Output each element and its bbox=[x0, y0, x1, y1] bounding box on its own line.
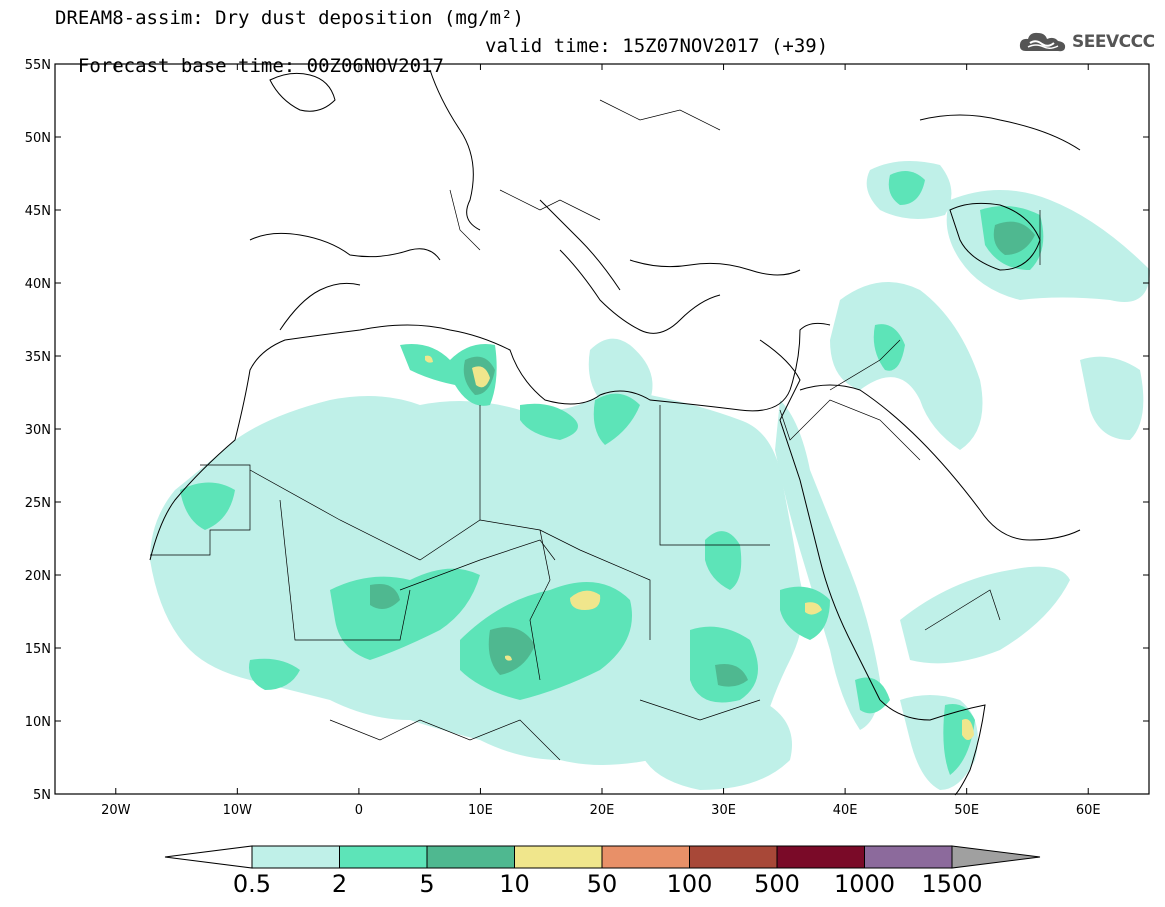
deposition-area-georgia bbox=[888, 171, 925, 205]
deposition-area-iran bbox=[1080, 356, 1144, 440]
deposition-area-caspian bbox=[946, 190, 1150, 302]
colorbar-high-arrow bbox=[951, 845, 1041, 869]
colorbar-segment bbox=[251, 845, 340, 869]
lat-tick-label: 10N bbox=[25, 715, 51, 730]
deposition-hotspot-algeria bbox=[425, 355, 433, 363]
valid-time: valid time: 15Z07NOV2017 (+39) bbox=[485, 35, 829, 57]
latitude-axis: 55N 50N 45N 40N 35N 30N 25N 20N 15N 10N 5N bbox=[25, 58, 1149, 803]
colorbar-segment bbox=[864, 845, 953, 869]
colorbar-low-arrow bbox=[164, 845, 253, 869]
deposition-hotspot-eritrea bbox=[805, 602, 822, 615]
colorbar-segment bbox=[601, 845, 690, 869]
colorbar-label: 10 bbox=[499, 870, 530, 898]
lat-tick-label: 5N bbox=[33, 788, 51, 803]
seevccc-logo: SEEVCCC bbox=[1018, 28, 1155, 56]
colorbar-segment bbox=[514, 845, 603, 869]
longitude-axis: 20W 10W 0 10E 20E 30E 40E 50E 60E bbox=[101, 64, 1101, 818]
colorbar-segment bbox=[426, 845, 515, 869]
lon-tick-label: 50E bbox=[954, 803, 979, 818]
colorbar-label: 500 bbox=[754, 870, 800, 898]
coastlines bbox=[149, 69, 1081, 796]
map-subtitle: Forecast base time: 00Z06NOV2017 valid ti… bbox=[55, 36, 828, 77]
logo-text: SEEVCCC bbox=[1072, 32, 1155, 52]
lon-tick-label: 20E bbox=[590, 803, 615, 818]
deposition-area-libya-coast bbox=[520, 403, 578, 440]
colorbar-segment bbox=[339, 845, 428, 869]
deposition-area-sudan-core bbox=[715, 664, 748, 687]
lon-tick-label: 40E bbox=[833, 803, 858, 818]
lon-tick-label: 60E bbox=[1076, 803, 1101, 818]
deposition-area-western-sahara bbox=[180, 482, 235, 530]
map-title: DREAM8-assim: Dry dust deposition (mg/m²… bbox=[55, 7, 524, 29]
lat-tick-label: 25N bbox=[25, 496, 51, 511]
deposition-area-chad-core bbox=[488, 627, 535, 675]
lat-tick-label: 30N bbox=[25, 423, 51, 438]
lat-tick-label: 40N bbox=[25, 277, 51, 292]
lon-tick-label: 10W bbox=[223, 803, 253, 818]
deposition-hotspot-chad-south bbox=[505, 655, 512, 661]
cloud-logo-icon bbox=[1019, 32, 1066, 52]
deposition-area-iraq bbox=[873, 324, 905, 371]
deposition-area-eritrea bbox=[780, 586, 830, 640]
colorbar-label: 1000 bbox=[834, 870, 895, 898]
forecast-base-time: Forecast base time: 00Z06NOV2017 bbox=[77, 55, 444, 77]
colorbar: 0.5 2 5 10 50 100 500 1000 1500 bbox=[164, 845, 1041, 898]
deposition-area-sudan-north bbox=[705, 531, 742, 590]
deposition-area-niger bbox=[370, 584, 400, 609]
lat-tick-label: 45N bbox=[25, 204, 51, 219]
deposition-field bbox=[150, 161, 1150, 790]
deposition-hotspot-tunisia bbox=[472, 366, 490, 388]
lat-tick-label: 50N bbox=[25, 131, 51, 146]
colorbar-label: 5 bbox=[419, 870, 434, 898]
lat-tick-label: 15N bbox=[25, 642, 51, 657]
lat-tick-label: 20N bbox=[25, 569, 51, 584]
lat-tick-label: 35N bbox=[25, 350, 51, 365]
colorbar-segment bbox=[689, 845, 778, 869]
colorbar-label: 100 bbox=[667, 870, 713, 898]
deposition-area-arabia bbox=[900, 566, 1070, 664]
lon-tick-label: 20W bbox=[101, 803, 131, 818]
deposition-hotspot-somalia bbox=[962, 719, 974, 740]
colorbar-label: 0.5 bbox=[233, 870, 271, 898]
deposition-area-djibouti bbox=[855, 677, 890, 714]
deposition-area-senegal bbox=[249, 658, 300, 690]
deposition-area-caspian-core bbox=[993, 221, 1035, 255]
lat-tick-label: 55N bbox=[25, 58, 51, 73]
lon-tick-label: 30E bbox=[711, 803, 736, 818]
colorbar-segment bbox=[776, 845, 865, 869]
country-borders bbox=[150, 99, 1041, 761]
deposition-area-east-africa bbox=[640, 690, 792, 790]
colorbar-label: 1500 bbox=[921, 870, 982, 898]
deposition-area-cyrenaica bbox=[593, 393, 640, 445]
colorbar-label: 2 bbox=[332, 870, 347, 898]
deposition-area-middle-east bbox=[830, 282, 983, 450]
colorbar-label: 50 bbox=[587, 870, 618, 898]
deposition-area-libya bbox=[588, 338, 653, 410]
deposition-hotspot-chad bbox=[570, 590, 601, 610]
lon-tick-label: 10E bbox=[468, 803, 493, 818]
lon-tick-label: 0 bbox=[355, 803, 363, 818]
